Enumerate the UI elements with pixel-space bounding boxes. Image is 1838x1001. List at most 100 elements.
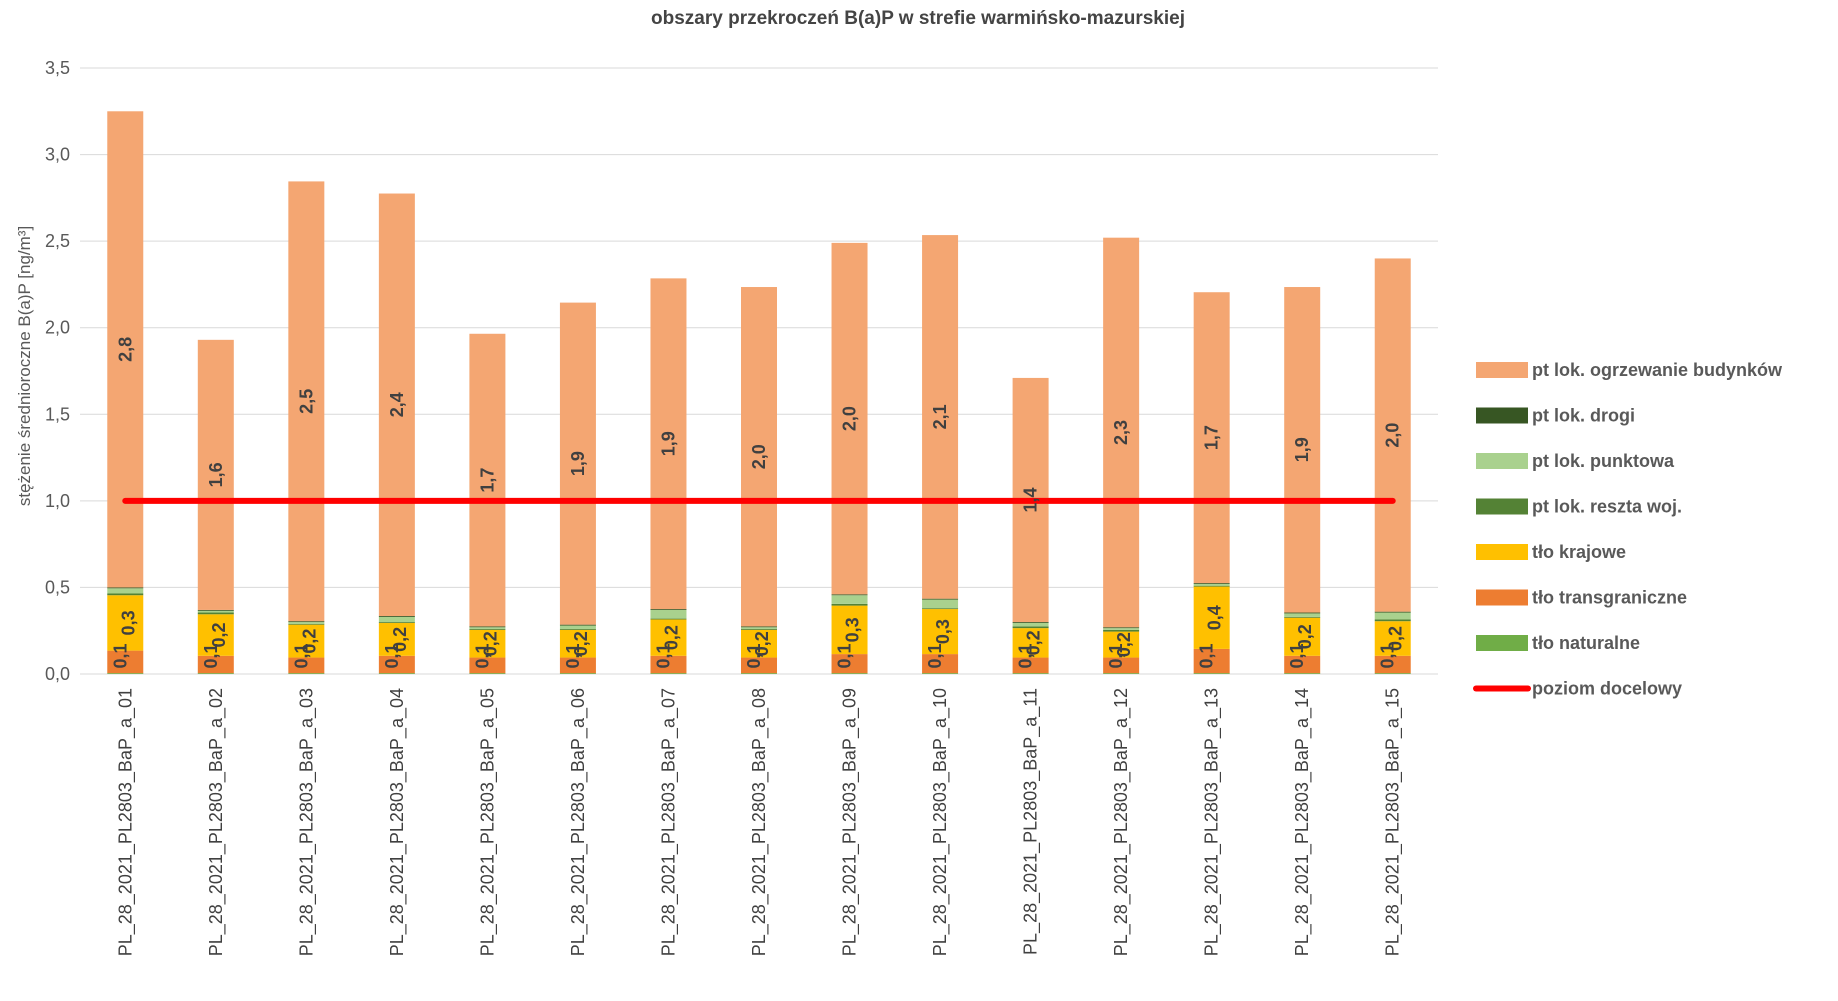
bar-segment [469,657,506,674]
x-tick-label: PL_28_2021_PL2803_BaP_a_03 [296,688,317,956]
bar-segment [107,595,144,651]
bar-segment [1374,611,1411,613]
y-axis-ticks: 0,0 0,5 1,0 1,5 2,0 2,5 3,0 3,5 [45,58,70,684]
bar-segment [1193,648,1230,674]
bar-segment [469,673,506,674]
data-label: 2,8 [115,337,135,362]
x-tick-label: PL_28_2021_PL2803_BaP_a_09 [840,688,861,956]
y-tick-label: 2,0 [45,318,70,338]
legend-swatch [1476,498,1528,515]
bar-segment [741,657,777,674]
bar-segment [741,628,777,630]
bar-segment [469,626,506,628]
bar-segment [288,181,325,622]
bar-segment [1012,628,1049,658]
legend-swatch [1476,362,1528,378]
bar-segment [741,626,777,628]
legend-label: pt lok. ogrzewanie budynków [1532,360,1783,380]
bar-segment [1012,622,1049,627]
bar-segment [469,629,506,658]
x-tick-label: PL_28_2021_PL2803_BaP_a_11 [1021,688,1042,955]
x-tick-label: PL_28_2021_PL2803_BaP_a_02 [206,688,227,956]
legend-label: pt lok. punktowa [1532,451,1675,471]
bar-segment [1284,616,1321,618]
data-label: 2,1 [930,404,950,429]
x-tick-label: PL_28_2021_PL2803_BaP_a_06 [568,688,589,956]
x-tick-label: PL_28_2021_PL2803_BaP_a_14 [1292,688,1313,956]
bar-segment [922,235,959,599]
data-label: 0,3 [843,617,863,642]
data-label: 0,2 [299,629,319,654]
bar-segment [831,595,868,604]
bar-segment [650,609,687,610]
bar-segment [831,242,868,595]
bar-segment [107,587,144,589]
bar-segment [469,627,506,629]
bar-segment [1103,631,1140,658]
bar-segment [741,629,777,658]
data-label: 1,7 [477,468,497,493]
bar-segment [469,628,506,630]
data-label: 2,0 [1383,423,1403,448]
data-label: 0,1 [1106,643,1126,668]
data-label: 0,2 [480,631,500,656]
bar-segment [1193,673,1230,674]
y-tick-label: 3,5 [45,58,70,78]
bar-segment [1193,292,1230,584]
bar-segment [922,654,959,674]
bar-segment [650,673,687,674]
bar-segment [1284,613,1321,617]
data-label: 0,1 [110,643,130,668]
bar-segment [197,673,234,674]
bar-segment [469,333,506,627]
data-label: 0,1 [1197,643,1217,668]
bar-segment [1103,237,1140,628]
bar-segment [107,588,144,594]
data-label: 2,0 [840,406,860,431]
bar-segment [1284,612,1321,614]
bar-segment [831,603,868,606]
bar-segment [1193,586,1230,649]
x-tick-label: PL_28_2021_PL2803_BaP_a_12 [1111,688,1132,956]
legend-swatch [1476,453,1528,469]
bar-segment [1012,673,1049,674]
bar-segment [650,278,687,610]
bar-segment [741,673,777,674]
data-label: 2,3 [1111,420,1131,445]
bar-segment [1103,673,1140,674]
data-label: 0,2 [752,631,772,656]
x-tick-label: PL_28_2021_PL2803_BaP_a_13 [1202,688,1223,956]
bar-segment [1374,258,1411,612]
legend-label: poziom docelowy [1532,679,1682,699]
bar-segment [1374,673,1411,674]
bar-segment [107,111,144,588]
bar-segment [741,627,777,629]
data-label: 0,1 [1287,643,1307,668]
bar-segment [1103,628,1140,630]
data-label: 0,1 [925,643,945,668]
data-label: 2,5 [296,389,316,414]
bar-segment [1284,287,1321,613]
bar-segment [197,612,234,615]
bar-segment [288,673,325,674]
x-tick-label: PL_28_2021_PL2803_BaP_a_05 [477,688,498,956]
bar-segment [378,615,415,617]
bar-segment [107,673,144,674]
x-tick-label: PL_28_2021_PL2803_BaP_a_15 [1383,688,1404,956]
data-label: 0,3 [933,619,953,644]
bar-segment [378,673,415,674]
legend-label: pt lok. reszta woj. [1532,497,1682,517]
bar-segment [1103,627,1140,629]
y-tick-label: 0,5 [45,577,70,597]
legend-label: tło krajowe [1532,542,1626,562]
data-labels: 0,10,32,80,10,21,60,10,22,50,10,22,40,10… [110,337,1405,669]
data-label: 0,1 [1016,643,1036,668]
bar-segment [650,609,687,619]
bar-segment [559,628,596,630]
y-tick-label: 2,5 [45,231,70,251]
bar-segment [1103,657,1140,674]
data-label: 1,4 [1021,487,1041,512]
data-label: 1,6 [206,462,226,487]
data-label: 0,2 [571,631,591,656]
